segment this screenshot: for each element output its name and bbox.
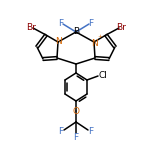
Text: Br: Br (116, 24, 126, 33)
Text: Cl: Cl (98, 71, 107, 79)
Text: B: B (73, 28, 79, 36)
Text: O: O (73, 107, 79, 116)
Text: N: N (91, 38, 97, 47)
Text: F: F (58, 19, 64, 29)
Text: N: N (55, 38, 61, 47)
Text: F: F (88, 19, 94, 29)
Text: F: F (73, 133, 79, 142)
Text: +: + (97, 35, 103, 40)
Text: F: F (58, 126, 64, 135)
Text: F: F (88, 126, 94, 135)
Text: Br: Br (26, 24, 36, 33)
